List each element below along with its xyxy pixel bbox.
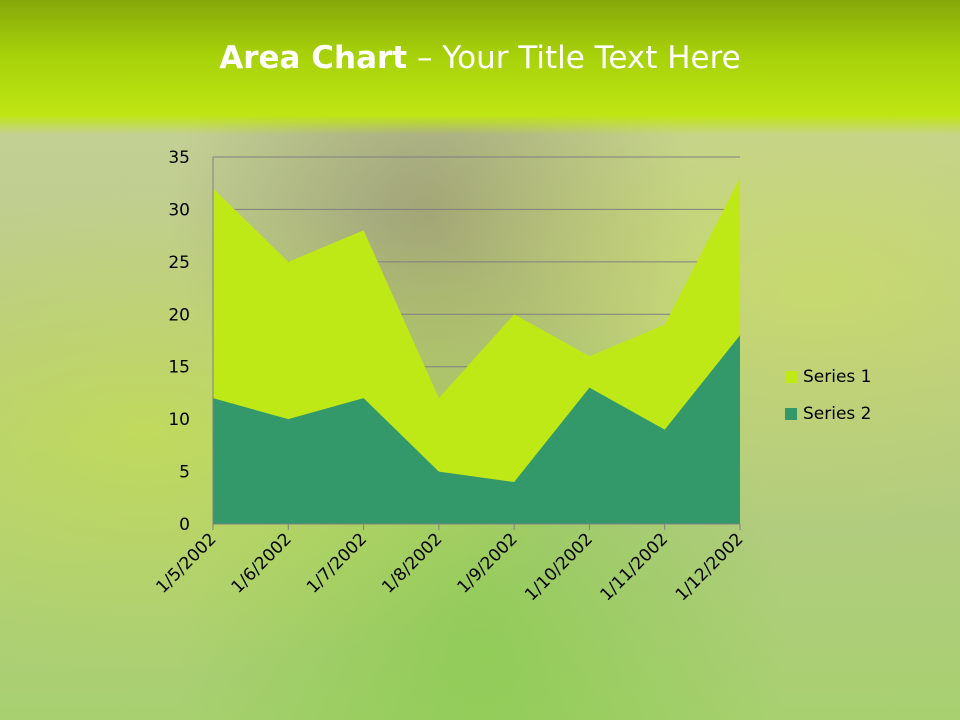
legend-item-series-2: Series 2 xyxy=(785,395,872,432)
y-tick-label: 5 xyxy=(179,463,190,483)
x-tick-label: 1/9/2002 xyxy=(454,529,522,597)
legend-label: Series 1 xyxy=(803,366,872,387)
x-tick-label: 1/6/2002 xyxy=(228,529,296,597)
x-tick-label: 1/8/2002 xyxy=(378,529,446,597)
title-rest: – Your Title Text Here xyxy=(407,40,741,76)
legend-swatch xyxy=(785,407,797,420)
y-tick-label: 20 xyxy=(168,305,190,325)
x-tick-label: 1/11/2002 xyxy=(596,529,672,605)
x-tick-label: 1/10/2002 xyxy=(521,529,597,605)
legend-item-series-1: Series 1 xyxy=(785,358,872,395)
x-tick-label: 1/5/2002 xyxy=(152,529,220,597)
y-tick-label: 15 xyxy=(168,358,190,378)
y-tick-label: 25 xyxy=(168,253,190,273)
slide-title: Area Chart – Your Title Text Here xyxy=(0,40,960,76)
x-tick-label: 1/7/2002 xyxy=(303,529,371,597)
y-tick-label: 30 xyxy=(168,200,190,220)
legend-swatch xyxy=(785,370,797,383)
title-bar xyxy=(0,0,960,135)
legend-label: Series 2 xyxy=(803,403,872,424)
x-tick-label: 1/12/2002 xyxy=(672,529,748,605)
y-tick-label: 35 xyxy=(168,148,190,168)
title-bold: Area Chart xyxy=(219,40,408,76)
area-series-2 xyxy=(213,335,740,524)
legend: Series 1 Series 2 xyxy=(785,358,872,432)
y-tick-label: 0 xyxy=(179,515,190,535)
y-tick-label: 10 xyxy=(168,410,190,430)
